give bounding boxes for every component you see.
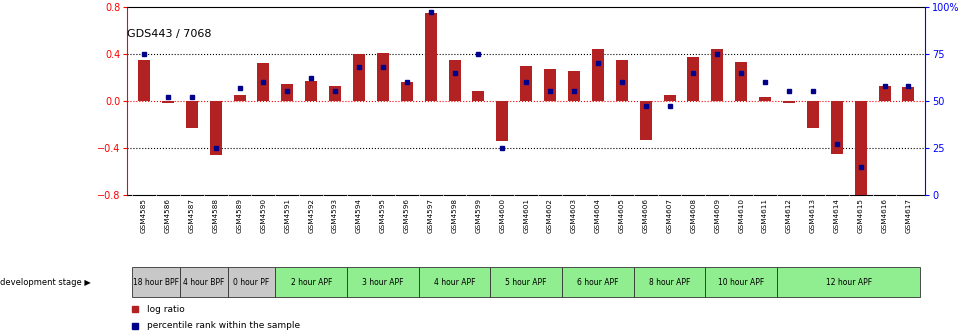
Text: 0 hour PF: 0 hour PF: [233, 278, 269, 287]
Bar: [782, 101, 794, 103]
Text: percentile rank within the sample: percentile rank within the sample: [147, 322, 300, 330]
Text: 10 hour APF: 10 hour APF: [717, 278, 764, 287]
Text: GSM4617: GSM4617: [905, 198, 911, 234]
Text: 12 hour APF: 12 hour APF: [824, 278, 870, 287]
Text: GSM4595: GSM4595: [379, 198, 385, 234]
Bar: [138, 60, 150, 101]
Text: GSM4602: GSM4602: [547, 198, 553, 234]
Bar: [448, 60, 460, 101]
Text: development stage ▶: development stage ▶: [0, 278, 91, 287]
Text: GSM4588: GSM4588: [212, 198, 218, 234]
FancyBboxPatch shape: [132, 267, 180, 297]
Text: GSM4601: GSM4601: [522, 198, 529, 234]
Bar: [615, 60, 627, 101]
Text: 2 hour APF: 2 hour APF: [290, 278, 332, 287]
Bar: [734, 62, 746, 101]
Text: GSM4613: GSM4613: [809, 198, 815, 234]
Text: 3 hour APF: 3 hour APF: [362, 278, 403, 287]
Text: GSM4585: GSM4585: [141, 198, 147, 234]
FancyBboxPatch shape: [227, 267, 275, 297]
Bar: [854, 101, 866, 203]
Text: GSM4606: GSM4606: [642, 198, 648, 234]
Text: GSM4596: GSM4596: [403, 198, 410, 234]
FancyBboxPatch shape: [490, 267, 561, 297]
Bar: [567, 72, 579, 101]
Bar: [400, 82, 413, 101]
Text: GSM4591: GSM4591: [284, 198, 290, 234]
Bar: [902, 87, 913, 101]
Bar: [305, 81, 317, 101]
Text: GSM4616: GSM4616: [880, 198, 887, 234]
Text: GSM4610: GSM4610: [737, 198, 743, 234]
Text: 6 hour APF: 6 hour APF: [577, 278, 618, 287]
Text: 5 hour APF: 5 hour APF: [505, 278, 547, 287]
Text: GSM4590: GSM4590: [260, 198, 266, 234]
Text: GDS443 / 7068: GDS443 / 7068: [127, 29, 211, 39]
Text: GSM4600: GSM4600: [499, 198, 505, 234]
Bar: [711, 49, 723, 101]
Text: GSM4592: GSM4592: [308, 198, 314, 234]
Text: 4 hour APF: 4 hour APF: [433, 278, 474, 287]
Text: GSM4603: GSM4603: [570, 198, 576, 234]
FancyBboxPatch shape: [561, 267, 633, 297]
FancyBboxPatch shape: [419, 267, 490, 297]
Bar: [353, 54, 365, 101]
Bar: [519, 66, 532, 101]
Text: GSM4594: GSM4594: [356, 198, 362, 234]
Text: 4 hour BPF: 4 hour BPF: [183, 278, 224, 287]
Text: GSM4607: GSM4607: [666, 198, 672, 234]
FancyBboxPatch shape: [705, 267, 777, 297]
Bar: [830, 101, 842, 154]
Bar: [639, 101, 651, 140]
Bar: [663, 95, 675, 101]
Bar: [472, 91, 484, 101]
Bar: [209, 101, 221, 155]
FancyBboxPatch shape: [777, 267, 919, 297]
Bar: [234, 95, 245, 101]
Bar: [281, 84, 293, 101]
Text: GSM4597: GSM4597: [427, 198, 433, 234]
Text: GSM4586: GSM4586: [164, 198, 171, 234]
Bar: [877, 86, 890, 101]
FancyBboxPatch shape: [275, 267, 346, 297]
Text: GSM4593: GSM4593: [332, 198, 337, 234]
Text: GSM4605: GSM4605: [618, 198, 624, 234]
Bar: [329, 86, 340, 101]
Bar: [806, 101, 818, 128]
Bar: [687, 57, 698, 101]
Bar: [377, 53, 388, 101]
Text: 8 hour APF: 8 hour APF: [648, 278, 689, 287]
Bar: [424, 13, 436, 101]
Text: GSM4598: GSM4598: [451, 198, 457, 234]
Text: GSM4611: GSM4611: [761, 198, 768, 234]
Text: log ratio: log ratio: [147, 305, 185, 313]
Bar: [496, 101, 508, 141]
Text: GSM4589: GSM4589: [237, 198, 243, 234]
Text: GSM4604: GSM4604: [595, 198, 600, 234]
Bar: [257, 63, 269, 101]
Text: GSM4599: GSM4599: [475, 198, 481, 234]
Text: GSM4615: GSM4615: [857, 198, 863, 234]
FancyBboxPatch shape: [346, 267, 419, 297]
Text: 18 hour BPF: 18 hour BPF: [133, 278, 179, 287]
Text: GSM4614: GSM4614: [833, 198, 839, 234]
FancyBboxPatch shape: [633, 267, 705, 297]
Text: GSM4608: GSM4608: [689, 198, 695, 234]
FancyBboxPatch shape: [180, 267, 227, 297]
Text: GSM4587: GSM4587: [189, 198, 195, 234]
Text: GSM4609: GSM4609: [714, 198, 720, 234]
Text: GSM4612: GSM4612: [785, 198, 791, 234]
Bar: [544, 69, 556, 101]
Bar: [161, 101, 174, 103]
Bar: [592, 49, 603, 101]
Bar: [758, 97, 771, 101]
Bar: [186, 101, 198, 128]
